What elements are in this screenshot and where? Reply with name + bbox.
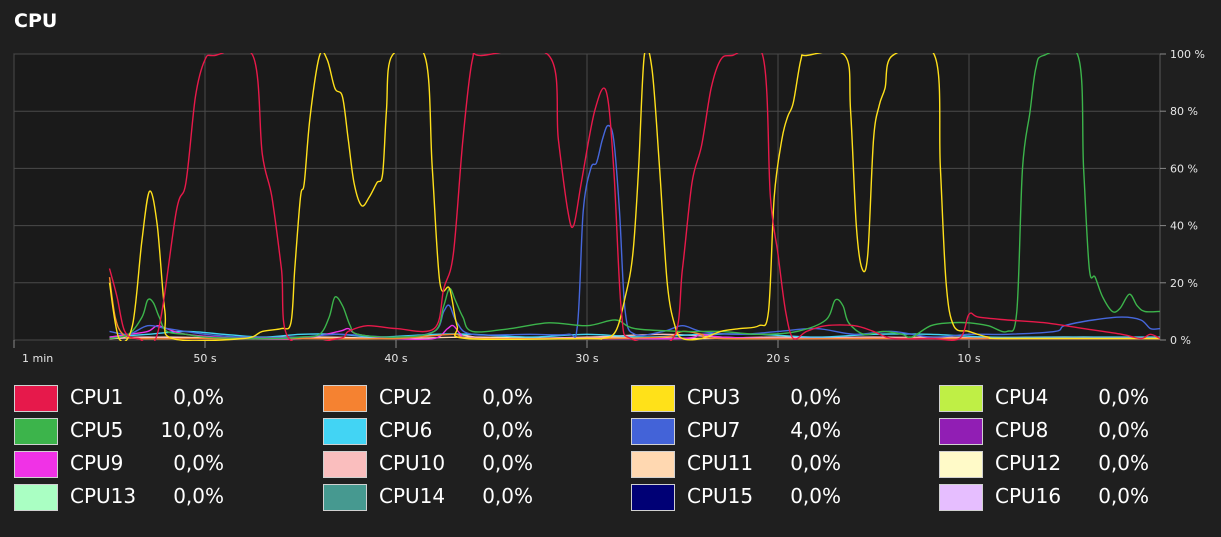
legend-cpu-usage: 0,0% — [1098, 484, 1149, 508]
x-tick-label: 10 s — [957, 352, 980, 365]
legend-item-cpu16: CPU16 0,0% — [939, 482, 1179, 512]
legend-color-swatch — [323, 450, 367, 478]
legend-cpu-usage: 0,0% — [790, 385, 841, 409]
legend-cpu-usage: 0,0% — [482, 418, 533, 442]
legend-item-cpu13: CPU13 0,0% — [14, 482, 254, 512]
legend-cpu-name: CPU14 — [379, 484, 446, 508]
legend-cpu-name: CPU8 — [995, 418, 1049, 442]
legend-cpu-name: CPU7 — [687, 418, 741, 442]
legend-color-swatch — [631, 483, 675, 511]
legend-item-cpu10: CPU10 0,0% — [323, 449, 563, 479]
legend-item-cpu14: CPU14 0,0% — [323, 482, 563, 512]
legend-cpu-name: CPU1 — [70, 385, 124, 409]
cutoff-strip — [0, 527, 1221, 537]
panel-title: CPU — [14, 10, 58, 32]
legend-color-swatch — [939, 483, 983, 511]
y-tick-label: 100 % — [1170, 48, 1205, 61]
x-tick-label: 40 s — [384, 352, 407, 365]
legend-item-cpu8: CPU8 0,0% — [939, 416, 1179, 446]
legend-color-swatch — [631, 384, 675, 412]
legend-item-cpu4: CPU4 0,0% — [939, 383, 1179, 413]
x-tick-label: 50 s — [193, 352, 216, 365]
legend-item-cpu3: CPU3 0,0% — [631, 383, 871, 413]
legend-cpu-usage: 0,0% — [1098, 418, 1149, 442]
legend-cpu-name: CPU5 — [70, 418, 124, 442]
legend-cpu-usage: 10,0% — [160, 418, 224, 442]
x-tick-label: 1 min — [22, 352, 53, 365]
legend-cpu-usage: 0,0% — [173, 451, 224, 475]
legend-item-cpu15: CPU15 0,0% — [631, 482, 871, 512]
y-tick-label: 20 % — [1170, 277, 1198, 290]
legend-color-swatch — [939, 417, 983, 445]
cpu-line-chart: 100 % 80 % 60 % 40 % 20 % 0 % 1 min 50 s 40 s 30 … — [13, 48, 1205, 365]
legend-cpu-name: CPU16 — [995, 484, 1062, 508]
legend-cpu-usage: 0,0% — [790, 484, 841, 508]
legend-color-swatch — [323, 483, 367, 511]
legend-color-swatch — [14, 450, 58, 478]
legend-cpu-usage: 0,0% — [1098, 451, 1149, 475]
legend-item-cpu2: CPU2 0,0% — [323, 383, 563, 413]
legend-item-cpu11: CPU11 0,0% — [631, 449, 871, 479]
legend-cpu-name: CPU13 — [70, 484, 137, 508]
legend-cpu-name: CPU2 — [379, 385, 433, 409]
x-tick-label: 30 s — [575, 352, 598, 365]
legend-color-swatch — [939, 450, 983, 478]
legend-item-cpu7: CPU7 4,0% — [631, 416, 871, 446]
series-line-cpu3 — [108, 53, 1160, 341]
legend-cpu-usage: 0,0% — [173, 385, 224, 409]
legend-cpu-usage: 0,0% — [1098, 385, 1149, 409]
legend-color-swatch — [631, 417, 675, 445]
legend-cpu-name: CPU4 — [995, 385, 1049, 409]
legend-cpu-name: CPU15 — [687, 484, 754, 508]
y-tick-label: 40 % — [1170, 220, 1198, 233]
x-tick-label: 20 s — [766, 352, 789, 365]
legend-color-swatch — [939, 384, 983, 412]
y-tick-label: 80 % — [1170, 105, 1198, 118]
y-tick-label: 60 % — [1170, 162, 1198, 175]
legend-color-swatch — [323, 417, 367, 445]
legend-item-cpu9: CPU9 0,0% — [14, 449, 254, 479]
legend-cpu-name: CPU12 — [995, 451, 1062, 475]
legend-cpu-usage: 0,0% — [482, 484, 533, 508]
legend-cpu-usage: 0,0% — [482, 451, 533, 475]
y-tick-label: 0 % — [1170, 334, 1191, 347]
legend-color-swatch — [14, 384, 58, 412]
legend-item-cpu12: CPU12 0,0% — [939, 449, 1179, 479]
legend-color-swatch — [631, 450, 675, 478]
legend-cpu-name: CPU11 — [687, 451, 754, 475]
legend-cpu-name: CPU3 — [687, 385, 741, 409]
legend-cpu-usage: 0,0% — [482, 385, 533, 409]
legend-item-cpu6: CPU6 0,0% — [323, 416, 563, 446]
legend-item-cpu5: CPU5 10,0% — [14, 416, 254, 446]
series-line-cpu5 — [109, 53, 1160, 340]
legend-color-swatch — [14, 417, 58, 445]
legend-color-swatch — [14, 483, 58, 511]
series-line-cpu1 — [108, 53, 1160, 341]
legend-item-cpu1: CPU1 0,0% — [14, 383, 254, 413]
legend-cpu-name: CPU10 — [379, 451, 446, 475]
legend-cpu-name: CPU6 — [379, 418, 433, 442]
legend-color-swatch — [323, 384, 367, 412]
legend-cpu-usage: 0,0% — [790, 451, 841, 475]
legend-cpu-usage: 4,0% — [790, 418, 841, 442]
legend-cpu-usage: 0,0% — [173, 484, 224, 508]
legend-cpu-name: CPU9 — [70, 451, 124, 475]
